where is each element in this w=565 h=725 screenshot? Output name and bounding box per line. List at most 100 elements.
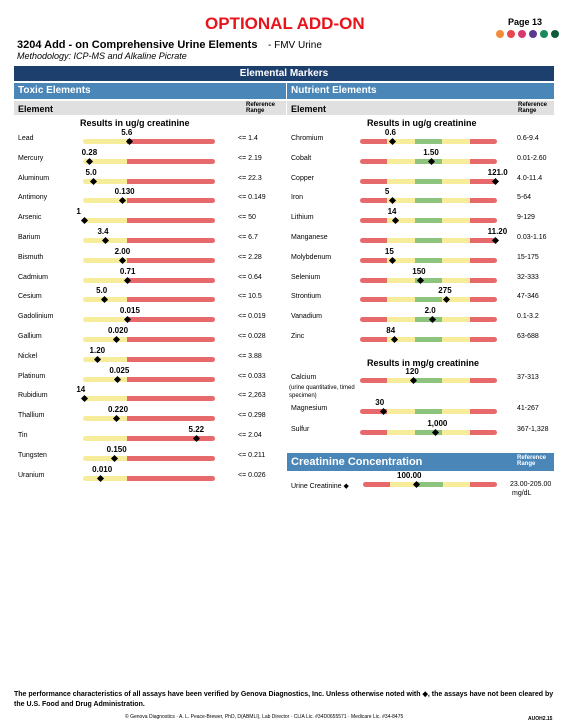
reference-range: <= 0.026 [238, 471, 266, 479]
element-name: Selenium [291, 273, 321, 281]
result-value: 14 [76, 385, 86, 395]
range-bar [360, 337, 497, 342]
result-value: 121.0 [487, 167, 508, 177]
range-bar [83, 198, 215, 204]
element-name: Calcium [291, 374, 317, 381]
marker [80, 395, 88, 403]
reference-range: 47-346 [517, 293, 539, 301]
reference-range: 0.01-2.60 [517, 154, 547, 162]
element-name: Platinum [18, 372, 46, 380]
code: AUOH2.15 [528, 716, 553, 722]
marker [492, 177, 500, 185]
range-header: Reference Range [246, 102, 276, 114]
element-name: Aluminum [18, 174, 50, 182]
reference-range: <= 0.298 [238, 412, 266, 420]
element-name: Barium [18, 234, 41, 241]
range-bar [83, 178, 215, 184]
reference-range: <= 3.88 [238, 352, 262, 360]
element-name: Bismuth [18, 253, 44, 261]
result-value: 0.220 [108, 405, 129, 415]
result-value: 84 [386, 326, 396, 335]
reference-range: <= 6.7 [238, 234, 258, 241]
element-name: Manganese [291, 234, 328, 241]
element-name: Tin [18, 432, 28, 439]
nutrient-title: Nutrient Elements [287, 83, 554, 99]
reference-range: <= 10.5 [238, 293, 262, 301]
reference-range: 15-175 [517, 253, 539, 261]
element-name: Gallium [18, 333, 42, 340]
reference-range: <= 2.04 [238, 432, 262, 439]
units: Results in mg/g creatinine [367, 358, 480, 368]
reference-range: <= 0.019 [238, 313, 266, 321]
range-bar [83, 356, 215, 362]
range-bar [360, 257, 497, 263]
range-bar [360, 430, 497, 435]
range-bar [83, 475, 215, 481]
element-name: Magnesium [291, 405, 328, 412]
element-name: Zinc [291, 333, 305, 340]
element-name: Gadolinium [18, 313, 54, 321]
element-name: Rubidium [18, 392, 48, 400]
creatinine-value: 100.00 [397, 471, 422, 480]
result-value: 5.6 [121, 128, 133, 137]
reference-range: <= 0.149 [238, 194, 266, 202]
range-bar [360, 178, 497, 184]
element-header: Element [291, 104, 327, 114]
reference-range: 41-267 [517, 405, 539, 412]
banner: OPTIONAL ADD-ON [205, 14, 365, 33]
element-name: Arsenic [18, 214, 42, 222]
reference-range: 5-64 [517, 194, 532, 202]
reference-range: 63-688 [517, 333, 539, 340]
result-value: 5.0 [85, 167, 97, 177]
range-bar [360, 297, 497, 303]
range-bar [83, 376, 215, 382]
footer-note: The performance characteristics of all a… [14, 691, 554, 708]
section-title: Elemental Markers [14, 66, 554, 81]
result-value: 0.71 [119, 266, 136, 276]
range-bar [360, 317, 497, 323]
element-name: Mercury [18, 154, 44, 162]
result-value: 0.025 [109, 365, 130, 375]
result-value: 3.4 [97, 227, 109, 236]
range-bar [83, 158, 215, 164]
result-value: 30 [375, 398, 385, 407]
result-value: 2.00 [114, 246, 131, 256]
marker [112, 415, 120, 423]
range-bar [360, 409, 497, 414]
result-value: 0.150 [106, 444, 127, 454]
result-value: 0.130 [114, 187, 135, 197]
reference-range: 0.1-3.2 [517, 313, 539, 321]
result-value: 1.20 [89, 345, 106, 355]
reference-range: 4.0-11.4 [517, 174, 543, 182]
methodology: Methodology: ICP-MS and Alkaline Picrate [17, 51, 187, 61]
range-header: Reference Range [518, 102, 548, 114]
result-value: 0.6 [384, 128, 396, 137]
range-bar [360, 378, 497, 383]
result-value: 14 [387, 207, 397, 217]
result-value: 150 [412, 266, 426, 276]
range-bar [83, 277, 215, 283]
marker [100, 296, 108, 304]
reference-range: <= 2.28 [238, 253, 262, 261]
element-name: Nickel [18, 352, 38, 360]
reference-range: 37-313 [517, 374, 539, 381]
result-value: 11.20 [487, 227, 508, 236]
element-name: Cadmium [18, 273, 48, 281]
title: 3204 Add - on Comprehensive Urine Elemen… [17, 39, 258, 51]
result-value: 5 [384, 187, 390, 197]
element-name: Chromium [291, 135, 324, 142]
result-value: 0.020 [108, 326, 129, 335]
reference-range: <= 50 [238, 214, 256, 222]
creatinine-name: Urine Creatinine ◆ [291, 483, 349, 490]
reference-range: <= 2,263 [238, 392, 266, 400]
subtitle: - FMV Urine [268, 40, 322, 51]
result-value: 15 [384, 246, 394, 256]
result-value: 0.015 [119, 306, 140, 316]
element-name: Molybdenum [291, 253, 332, 261]
reference-range: 9-129 [517, 214, 535, 222]
range-bar [83, 337, 215, 342]
creatinine-title: Creatinine Concentration [287, 453, 554, 471]
marker [442, 296, 450, 304]
page-number: Page 13 [508, 17, 543, 27]
